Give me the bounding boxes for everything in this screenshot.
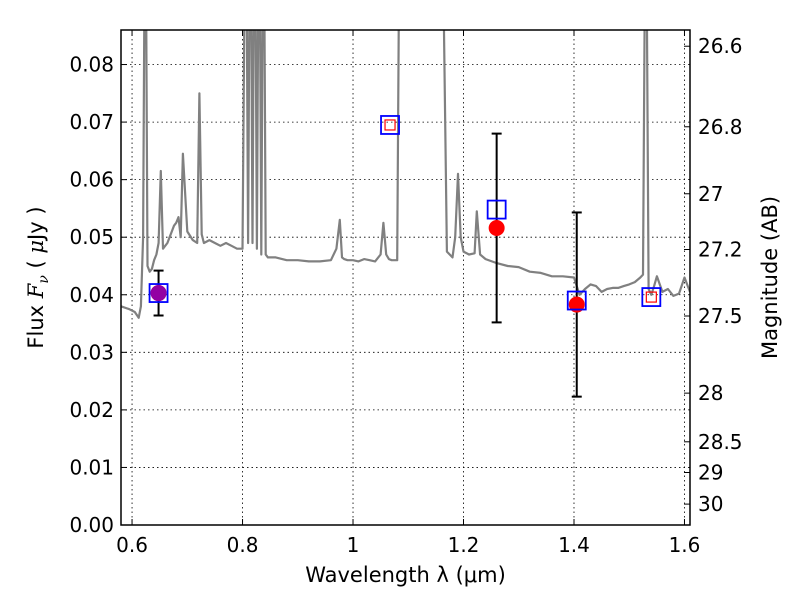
y-axis-label: Flux Fν ( μJy ) bbox=[24, 206, 52, 348]
plot-background bbox=[121, 30, 690, 525]
observed-flux-point bbox=[488, 220, 505, 236]
data-layer bbox=[121, 30, 690, 398]
y-tick-label: 0.00 bbox=[69, 513, 114, 537]
y-tick-label: 0.07 bbox=[69, 110, 114, 134]
y2-axis-label: Magnitude (AB) bbox=[758, 196, 782, 359]
y-tick-label: 0.05 bbox=[69, 225, 114, 249]
model-flux-square bbox=[380, 115, 400, 135]
y2-tick-label: 26.6 bbox=[698, 34, 743, 58]
y-axis-label-part: Flux bbox=[24, 298, 48, 348]
limit-flux-square bbox=[384, 119, 396, 131]
x-tick-label: 1.2 bbox=[448, 533, 480, 557]
y-tick-label: 0.02 bbox=[69, 398, 114, 422]
y-tick-label: 0.08 bbox=[69, 53, 114, 77]
x-tick-label: 0.6 bbox=[116, 533, 148, 557]
limit-flux-square bbox=[645, 291, 657, 303]
y2-tick-label: 28 bbox=[698, 381, 723, 405]
x-axis-label: Wavelength λ (μm) bbox=[305, 563, 506, 587]
y-tick-label: 0.01 bbox=[69, 455, 114, 479]
y-tick-label: 0.06 bbox=[69, 168, 114, 192]
overlap-flux-point bbox=[150, 285, 167, 302]
y-tick-label: 0.03 bbox=[69, 340, 114, 364]
y2-tick-label: 27 bbox=[698, 182, 723, 206]
y2-tick-label: 27.5 bbox=[698, 304, 743, 328]
model-flux-square bbox=[641, 287, 662, 307]
model-flux-square bbox=[148, 283, 169, 303]
y-axis-label-part: μ bbox=[24, 240, 48, 254]
y2-tick-label: 27.2 bbox=[698, 237, 743, 261]
observed-flux-point bbox=[568, 296, 585, 313]
y-tick-label: 0.04 bbox=[69, 283, 114, 307]
x-tick-label: 1.6 bbox=[669, 533, 701, 557]
y2-tick-label: 28.5 bbox=[698, 430, 743, 454]
x-tick-label: 0.8 bbox=[227, 533, 259, 557]
x-tick-label: 1.4 bbox=[558, 533, 590, 557]
y-axis-label-part: ν bbox=[36, 275, 52, 284]
y-axis-label-part: F bbox=[24, 282, 48, 299]
plot-frame bbox=[120, 29, 691, 526]
y-axis-label-part: Jy ) bbox=[24, 206, 48, 242]
y2-tick-label: 30 bbox=[698, 492, 723, 516]
y2-tick-label: 29 bbox=[698, 461, 723, 485]
model-flux-square bbox=[486, 199, 507, 220]
x-tick-label: 1 bbox=[347, 533, 360, 557]
y-axis-label-part: ( bbox=[24, 254, 48, 276]
model-flux-square bbox=[566, 290, 587, 311]
axes: 0.6 0.8 1 1.2 1.4 1.6 0.00 0.01 0.02 0.03 0.04 0.05… bbox=[69, 30, 743, 557]
y2-tick-label: 26.8 bbox=[698, 115, 743, 139]
model-spectrum-line bbox=[121, 30, 690, 319]
